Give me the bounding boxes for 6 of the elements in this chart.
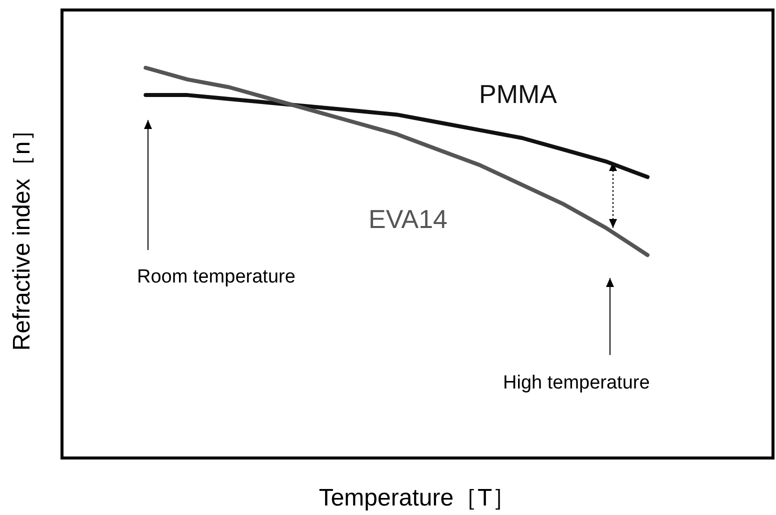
series-label: EVA14 xyxy=(368,204,448,234)
y-axis-title: Refractive index［n］ xyxy=(8,117,36,351)
series-label: PMMA xyxy=(479,79,558,109)
x-axis-title: Temperature［T］ xyxy=(318,484,516,512)
annotation: Room temperature xyxy=(137,266,296,288)
annotation: High temperature xyxy=(503,372,650,394)
